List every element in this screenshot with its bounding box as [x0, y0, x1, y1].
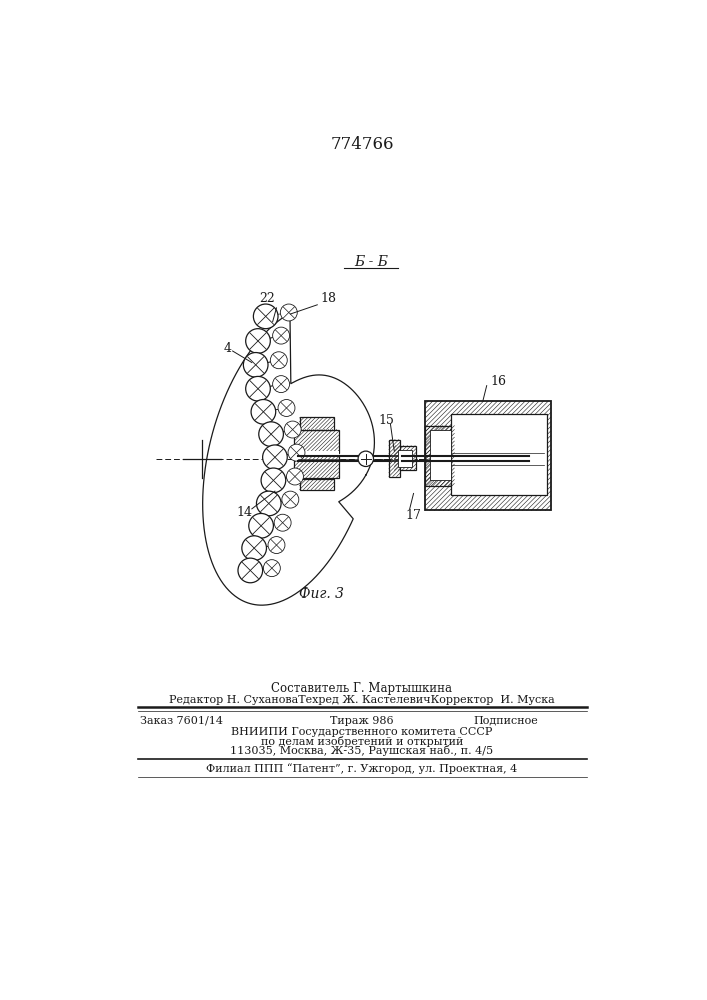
Circle shape	[288, 444, 305, 461]
Polygon shape	[398, 450, 412, 466]
Text: ВНИИПИ Государственного комитета СССР: ВНИИПИ Государственного комитета СССР	[231, 727, 493, 737]
Circle shape	[257, 491, 281, 516]
Text: 113035, Москва, Ж-35, Раушская наб., п. 4/5: 113035, Москва, Ж-35, Раушская наб., п. …	[230, 745, 493, 756]
Circle shape	[358, 451, 373, 467]
Text: Заказ 7601/14: Заказ 7601/14	[139, 716, 223, 726]
Text: 4: 4	[223, 342, 231, 355]
Circle shape	[243, 353, 268, 377]
Circle shape	[246, 376, 270, 401]
Circle shape	[270, 352, 287, 369]
Circle shape	[262, 445, 287, 470]
Circle shape	[253, 304, 278, 329]
Text: по делам изобретений и открытий: по делам изобретений и открытий	[261, 736, 463, 747]
Text: Филиал ППП “Патент”, г. Ужгород, ул. Проектная, 4: Филиал ППП “Патент”, г. Ужгород, ул. Про…	[206, 763, 518, 774]
Text: Составитель Г. Мартышкина: Составитель Г. Мартышкина	[271, 682, 452, 695]
Circle shape	[259, 422, 284, 446]
Circle shape	[246, 329, 270, 353]
Circle shape	[286, 468, 303, 485]
Circle shape	[261, 468, 286, 493]
Polygon shape	[294, 430, 339, 453]
Polygon shape	[395, 446, 416, 470]
Text: 16: 16	[490, 375, 506, 388]
Polygon shape	[450, 414, 547, 495]
Circle shape	[274, 514, 291, 531]
Circle shape	[282, 491, 299, 508]
Text: Б - Б: Б - Б	[354, 255, 388, 269]
Circle shape	[278, 400, 295, 416]
Polygon shape	[425, 426, 455, 486]
Polygon shape	[300, 479, 334, 490]
Circle shape	[281, 304, 297, 321]
Polygon shape	[294, 455, 339, 478]
Circle shape	[251, 400, 276, 424]
Text: Подписное: Подписное	[474, 716, 538, 726]
Circle shape	[249, 513, 274, 538]
Circle shape	[268, 537, 285, 554]
Polygon shape	[389, 440, 400, 477]
Circle shape	[284, 421, 301, 438]
Polygon shape	[300, 417, 334, 430]
Text: 14: 14	[236, 506, 252, 519]
Text: 774766: 774766	[330, 136, 394, 153]
Text: 22: 22	[259, 292, 275, 305]
Circle shape	[238, 558, 262, 583]
Text: Тираж 986: Тираж 986	[330, 716, 394, 726]
Text: Редактор Н. СухановаТехред Ж. КастелевичКорректор  И. Муска: Редактор Н. СухановаТехред Ж. Кастелевич…	[169, 695, 555, 705]
Text: 15: 15	[379, 414, 395, 427]
Circle shape	[273, 376, 290, 393]
Circle shape	[264, 560, 281, 577]
Polygon shape	[430, 430, 450, 480]
Text: 18: 18	[321, 292, 337, 305]
Polygon shape	[302, 451, 339, 455]
Circle shape	[242, 536, 267, 560]
Text: Фиг. 3: Фиг. 3	[298, 587, 344, 601]
Circle shape	[273, 327, 290, 344]
Text: 17: 17	[406, 509, 421, 522]
Polygon shape	[425, 401, 551, 510]
